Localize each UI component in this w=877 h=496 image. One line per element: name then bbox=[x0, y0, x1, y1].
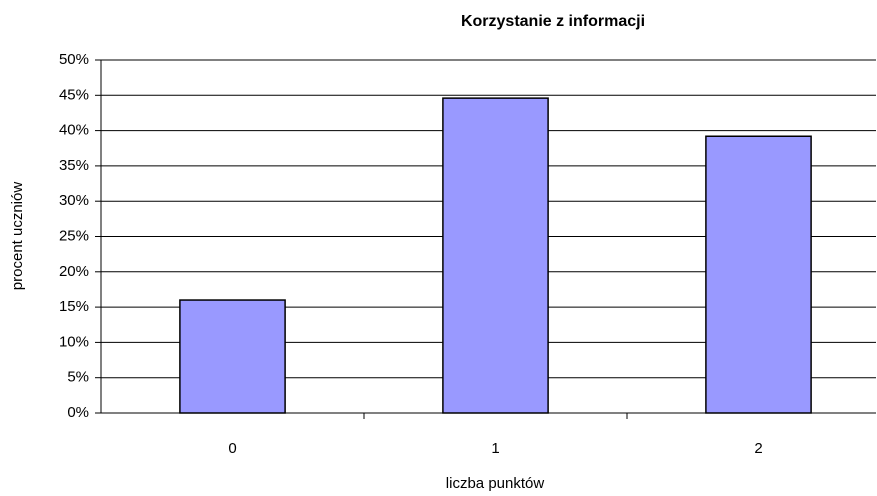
bar bbox=[179, 299, 286, 414]
y-tick-label: 30% bbox=[59, 192, 89, 209]
y-tick-label: 25% bbox=[59, 227, 89, 244]
y-tick-label: 40% bbox=[59, 122, 89, 139]
y-axis-label: procent uczniów bbox=[9, 182, 26, 291]
bar bbox=[442, 97, 549, 414]
y-tick-label: 0% bbox=[67, 404, 89, 421]
chart-title: Korzystanie z informacji bbox=[461, 13, 645, 30]
y-tick-label: 10% bbox=[59, 333, 89, 350]
x-tick-label: 1 bbox=[491, 440, 499, 457]
x-axis-label: liczba punktów bbox=[446, 475, 545, 492]
y-tick-label: 20% bbox=[59, 263, 89, 280]
y-tick-label: 35% bbox=[59, 157, 89, 174]
y-tick-label: 15% bbox=[59, 298, 89, 315]
y-tick-label: 45% bbox=[59, 86, 89, 103]
x-tick-label: 2 bbox=[754, 440, 762, 457]
y-tick-label: 50% bbox=[59, 51, 89, 68]
bar bbox=[705, 135, 812, 414]
y-tick-label: 5% bbox=[67, 369, 89, 386]
x-tick-label: 0 bbox=[228, 440, 236, 457]
